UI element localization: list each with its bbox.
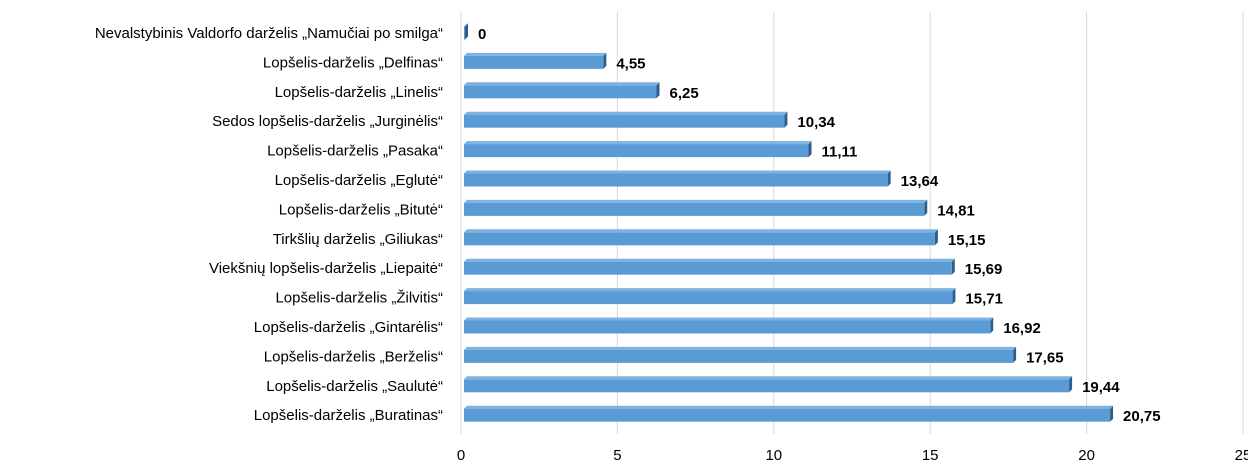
bar: [464, 379, 1070, 393]
category-label: Lopšelis-darželis „Berželis“: [264, 348, 443, 365]
bar: [464, 291, 953, 305]
bar: [464, 173, 888, 187]
bar-top: [464, 376, 1073, 380]
data-label: 20,75: [1123, 408, 1161, 425]
data-label: 19,44: [1082, 379, 1120, 396]
bar: [464, 144, 809, 158]
bar-side: [603, 52, 607, 69]
x-tick-label: 20: [1078, 447, 1095, 464]
bar-side: [952, 288, 956, 305]
data-label: 15,15: [948, 232, 986, 249]
data-label: 16,92: [1003, 320, 1041, 337]
bar: [464, 232, 935, 246]
data-label: 15,71: [965, 291, 1003, 308]
bar-top: [464, 23, 468, 27]
bar-side: [656, 82, 660, 99]
bar-side: [924, 199, 928, 216]
x-axis-tick-labels: 0 5 10 15 20 25: [457, 447, 1248, 464]
x-tick-label: 25: [1235, 447, 1248, 464]
category-label: Lopšelis-darželis „Žilvitis“: [275, 290, 443, 307]
category-label: Viekšnių lopšelis-darželis „Liepaitė“: [209, 260, 443, 277]
bar: [464, 85, 657, 99]
bar-top: [464, 258, 955, 262]
bar-side: [990, 317, 994, 334]
category-label: Nevalstybinis Valdorfo darželis „Namučia…: [95, 25, 443, 42]
bar-top: [464, 141, 812, 145]
data-label: 15,69: [965, 261, 1003, 278]
category-label: Lopšelis-darželis „Delfinas“: [263, 54, 443, 71]
bar: [464, 320, 991, 334]
bar-side: [784, 111, 788, 128]
bar-side: [887, 170, 891, 187]
x-tick-label: 10: [765, 447, 782, 464]
bars: [464, 23, 1114, 422]
bar-side: [1069, 376, 1073, 393]
data-label: 0: [478, 26, 486, 43]
x-tick-label: 5: [613, 447, 621, 464]
bar: [464, 55, 604, 69]
bar-side: [951, 258, 955, 275]
category-labels: Nevalstybinis Valdorfo darželis „Namučia…: [95, 25, 443, 424]
data-label: 6,25: [670, 85, 699, 102]
bar-top: [464, 170, 891, 174]
value-labels: 0 4,55 6,25 10,34 11,11 13,64 14,81 15,15 15,69 1…: [478, 26, 1161, 425]
x-tick-label: 0: [457, 447, 465, 464]
category-label: Lopšelis-darželis „Linelis“: [275, 84, 443, 101]
bar-top: [464, 229, 938, 233]
bar: [464, 114, 785, 128]
data-label: 14,81: [937, 202, 975, 219]
category-label: Lopšelis-darželis „Gintarėlis“: [254, 319, 443, 336]
category-label: Lopšelis-darželis „Saulutė“: [266, 378, 443, 395]
category-label: Lopšelis-darželis „Buratinas“: [254, 407, 443, 424]
bar: [464, 408, 1111, 422]
bar: [464, 261, 952, 275]
category-label: Tirkšlių darželis „Giliukas“: [273, 231, 443, 248]
bar-side: [934, 229, 938, 246]
bar-top: [464, 199, 928, 203]
bar-top: [464, 346, 1017, 350]
category-label: Lopšelis-darželis „Pasaka“: [267, 143, 443, 160]
bar-side: [1013, 346, 1017, 363]
bar-side: [1110, 405, 1114, 422]
bar-top: [464, 111, 788, 115]
bar-top: [464, 52, 607, 56]
bar: [464, 202, 925, 216]
category-label: Lopšelis-darželis „Eglutė“: [275, 172, 443, 189]
bar-top: [464, 317, 994, 321]
data-label: 11,11: [822, 144, 858, 161]
bar-side: [808, 141, 812, 158]
data-label: 10,34: [797, 114, 835, 131]
category-label: Sedos lopšelis-darželis „Jurginėlis“: [212, 113, 443, 130]
bar-top: [464, 82, 660, 86]
bar-side: [465, 23, 468, 40]
data-label: 4,55: [616, 55, 645, 72]
data-label: 17,65: [1026, 349, 1064, 366]
grid-lines: [460, 12, 1244, 434]
bar: [464, 349, 1014, 363]
bar: [464, 26, 465, 40]
bar-top: [464, 288, 956, 292]
category-label: Lopšelis-darželis „Bitutė“: [279, 201, 443, 218]
data-label: 13,64: [901, 173, 939, 190]
x-tick-label: 15: [922, 447, 939, 464]
bar-top: [464, 405, 1114, 409]
